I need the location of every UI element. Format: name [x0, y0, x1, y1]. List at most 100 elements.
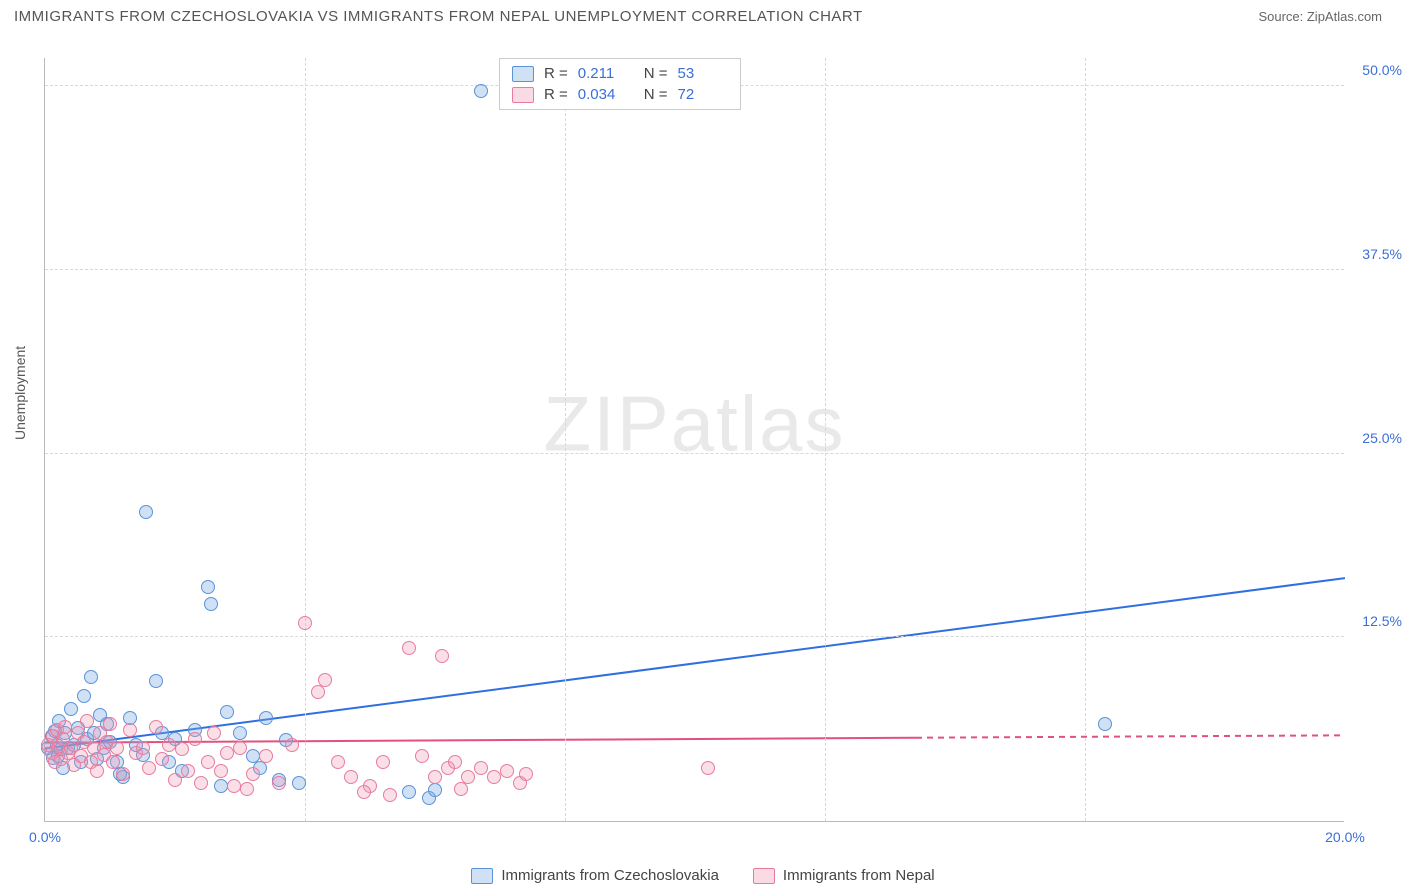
chart-area: ZIPatlas 12.5%25.0%37.5%50.0%0.0%20.0% R…	[44, 58, 1344, 822]
y-tick-label: 50.0%	[1350, 62, 1402, 78]
data-point-a	[259, 711, 273, 725]
legend-n-value: 72	[678, 86, 728, 103]
series-legend-label: Immigrants from Czechoslovakia	[501, 867, 719, 884]
legend-r-value: 0.034	[578, 86, 628, 103]
data-point-b	[285, 738, 299, 752]
data-point-b	[214, 764, 228, 778]
data-point-b	[402, 641, 416, 655]
chart-header: IMMIGRANTS FROM CZECHOSLOVAKIA VS IMMIGR…	[0, 0, 1406, 29]
data-point-b	[435, 649, 449, 663]
legend-r-value: 0.211	[578, 65, 628, 82]
data-point-b	[246, 767, 260, 781]
data-point-b	[357, 785, 371, 799]
grid-line-v	[825, 58, 826, 821]
data-point-b	[123, 723, 137, 737]
data-point-b	[448, 755, 462, 769]
data-point-a	[474, 84, 488, 98]
legend-r-label: R =	[544, 65, 568, 82]
data-point-b	[259, 749, 273, 763]
legend-row: R =0.211N =53	[512, 63, 728, 84]
legend-swatch	[753, 868, 775, 884]
data-point-b	[318, 673, 332, 687]
data-point-b	[201, 755, 215, 769]
data-point-b	[155, 752, 169, 766]
y-tick-label: 12.5%	[1350, 613, 1402, 629]
watermark-bold: ZIP	[543, 380, 670, 468]
data-point-a	[84, 670, 98, 684]
grid-line-h	[45, 453, 1344, 454]
data-point-a	[233, 726, 247, 740]
data-point-b	[188, 732, 202, 746]
data-point-b	[454, 782, 468, 796]
chart-source: Source: ZipAtlas.com	[1258, 9, 1382, 24]
series-legend-label: Immigrants from Nepal	[783, 867, 935, 884]
plot-region: ZIPatlas 12.5%25.0%37.5%50.0%0.0%20.0%	[44, 58, 1344, 822]
data-point-b	[376, 755, 390, 769]
data-point-a	[64, 702, 78, 716]
legend-swatch	[512, 87, 534, 103]
data-point-b	[331, 755, 345, 769]
series-legend-item: Immigrants from Czechoslovakia	[471, 867, 719, 884]
legend-swatch	[471, 868, 493, 884]
data-point-b	[103, 717, 117, 731]
correlation-legend: R =0.211N =53R =0.034N =72	[499, 58, 741, 110]
y-tick-label: 25.0%	[1350, 430, 1402, 446]
data-point-a	[204, 597, 218, 611]
legend-swatch	[512, 66, 534, 82]
data-point-b	[116, 767, 130, 781]
y-axis-label: Unemployment	[12, 346, 28, 440]
data-point-b	[194, 776, 208, 790]
data-point-b	[272, 776, 286, 790]
data-point-a	[139, 505, 153, 519]
data-point-b	[181, 764, 195, 778]
data-point-b	[428, 770, 442, 784]
trend-lines	[45, 58, 1345, 822]
data-point-b	[227, 779, 241, 793]
legend-row: R = 0.034 N = 72	[512, 84, 728, 105]
series-legend-item: Immigrants from Nepal	[753, 867, 935, 884]
legend-n-label: N =	[644, 65, 668, 82]
data-point-b	[487, 770, 501, 784]
data-point-b	[162, 738, 176, 752]
data-point-b	[344, 770, 358, 784]
data-point-b	[149, 720, 163, 734]
grid-line-h	[45, 269, 1344, 270]
x-tick-label: 20.0%	[1325, 829, 1365, 845]
data-point-b	[106, 755, 120, 769]
data-point-b	[383, 788, 397, 802]
data-point-b	[220, 746, 234, 760]
grid-line-v	[565, 58, 566, 821]
legend-r-label: R =	[544, 86, 568, 103]
data-point-b	[474, 761, 488, 775]
x-tick-label: 0.0%	[29, 829, 61, 845]
series-legend: Immigrants from Czechoslovakia Immigrants…	[0, 867, 1406, 884]
grid-line-v	[305, 58, 306, 821]
data-point-b	[90, 764, 104, 778]
data-point-b	[175, 742, 189, 756]
data-point-a	[214, 779, 228, 793]
data-point-a	[149, 674, 163, 688]
data-point-b	[80, 714, 94, 728]
legend-n-label: N =	[644, 86, 668, 103]
data-point-b	[58, 720, 72, 734]
data-point-b	[240, 782, 254, 796]
data-point-a	[201, 580, 215, 594]
data-point-b	[168, 773, 182, 787]
data-point-b	[701, 761, 715, 775]
y-tick-label: 37.5%	[1350, 246, 1402, 262]
data-point-a	[1098, 717, 1112, 731]
data-point-a	[402, 785, 416, 799]
watermark-light: atlas	[671, 380, 846, 468]
data-point-b	[110, 741, 124, 755]
trend-line-a	[45, 578, 1345, 748]
chart-title: IMMIGRANTS FROM CZECHOSLOVAKIA VS IMMIGR…	[14, 8, 863, 25]
data-point-b	[500, 764, 514, 778]
data-point-b	[142, 761, 156, 775]
data-point-a	[77, 689, 91, 703]
data-point-b	[136, 741, 150, 755]
data-point-a	[220, 705, 234, 719]
watermark: ZIPatlas	[543, 379, 845, 470]
data-point-b	[233, 741, 247, 755]
data-point-b	[415, 749, 429, 763]
data-point-b	[298, 616, 312, 630]
